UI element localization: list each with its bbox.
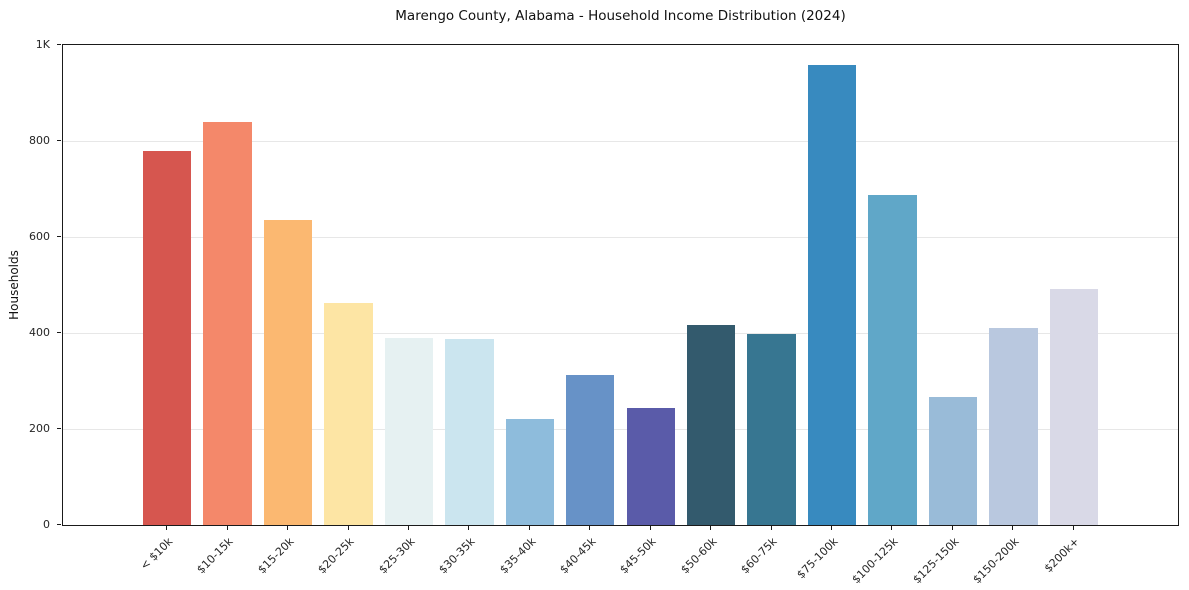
bar-< $10k bbox=[143, 150, 192, 525]
y-tick-mark bbox=[57, 524, 61, 525]
gridline bbox=[63, 237, 1178, 238]
bar-$10-15k bbox=[203, 121, 252, 525]
x-tick-label: < $10k bbox=[137, 535, 176, 573]
x-tick-label: $20-25k bbox=[315, 535, 357, 577]
bar-slot bbox=[439, 45, 499, 525]
y-tick-mark bbox=[57, 332, 61, 333]
bar-slot bbox=[560, 45, 620, 525]
gridline bbox=[63, 333, 1178, 334]
y-tick-label: 0 bbox=[43, 518, 50, 531]
bar-slot bbox=[500, 45, 560, 525]
x-tick-label: $150-200k bbox=[970, 535, 1022, 587]
y-tick-label: 600 bbox=[29, 230, 50, 243]
gridline bbox=[63, 429, 1178, 430]
y-tick-label: 800 bbox=[29, 134, 50, 147]
y-tick-mark bbox=[57, 236, 61, 237]
bar-$15-20k bbox=[263, 220, 313, 525]
bar-slot bbox=[741, 45, 801, 525]
y-tick-mark bbox=[57, 140, 61, 141]
x-tick-mark bbox=[347, 526, 349, 530]
x-tick-mark bbox=[589, 526, 591, 530]
bar-series bbox=[137, 45, 1104, 525]
plot-area bbox=[62, 44, 1179, 526]
bar-slot bbox=[197, 45, 257, 525]
bar-slot bbox=[802, 45, 862, 525]
x-tick-label: $200k+ bbox=[1041, 535, 1082, 576]
bar-slot bbox=[1044, 45, 1104, 525]
x-tick-mark bbox=[287, 526, 289, 530]
x-tick-label: $100-125k bbox=[849, 535, 901, 587]
bar-$40-45k bbox=[566, 375, 615, 525]
bar-$45-50k bbox=[626, 408, 675, 525]
bar-slot bbox=[923, 45, 983, 525]
bar-$20-25k bbox=[324, 303, 373, 525]
x-tick-label: $15-20k bbox=[255, 535, 297, 577]
bar-slot bbox=[862, 45, 922, 525]
bar-$100-125k bbox=[868, 194, 917, 525]
x-tick-mark bbox=[891, 526, 893, 530]
x-tick-mark bbox=[649, 526, 651, 530]
x-tick-mark bbox=[710, 526, 712, 530]
x-tick-mark bbox=[1072, 526, 1074, 530]
x-tick-label: $40-45k bbox=[557, 535, 599, 577]
bar-slot bbox=[379, 45, 439, 525]
bar-$125-150k bbox=[928, 397, 978, 525]
y-tick-label: 200 bbox=[29, 422, 50, 435]
bar-slot bbox=[258, 45, 318, 525]
y-tick-mark bbox=[57, 44, 61, 45]
bar-$200k+ bbox=[1049, 289, 1098, 525]
gridline bbox=[63, 141, 1178, 142]
bar-$25-30k bbox=[384, 337, 434, 525]
x-tick-label: $60-75k bbox=[738, 535, 780, 577]
y-tick-label: 1K bbox=[35, 38, 50, 51]
x-tick-label: $125-150k bbox=[909, 535, 962, 587]
x-tick-label: $30-35k bbox=[436, 535, 478, 577]
x-tick-mark bbox=[528, 526, 530, 530]
y-tick-label: 400 bbox=[29, 326, 50, 339]
x-tick-mark bbox=[468, 526, 470, 530]
bar-$75-100k bbox=[807, 65, 857, 525]
y-axis: 0 200 400 600 800 1K bbox=[0, 39, 62, 531]
bar-slot bbox=[318, 45, 378, 525]
x-tick-label: $45-50k bbox=[617, 535, 659, 577]
x-tick-mark bbox=[226, 526, 228, 530]
bar-$50-60k bbox=[686, 324, 736, 525]
x-axis: < $10k $10-15k $15-20k $20-25k $25-30k $30-35… bbox=[62, 526, 1179, 590]
bar-slot bbox=[681, 45, 741, 525]
x-tick-mark bbox=[951, 526, 953, 530]
x-tick-label: $50-60k bbox=[678, 535, 720, 577]
x-tick-mark bbox=[166, 526, 168, 530]
x-tick-label: $10-15k bbox=[194, 535, 236, 577]
chart-title: Marengo County, Alabama - Household Inco… bbox=[395, 8, 846, 24]
x-tick-mark bbox=[831, 526, 833, 530]
x-tick-mark bbox=[1012, 526, 1014, 530]
x-tick-mark bbox=[407, 526, 409, 530]
bar-$35-40k bbox=[505, 419, 555, 525]
bar-$30-35k bbox=[445, 339, 494, 525]
bar-$60-75k bbox=[747, 334, 796, 525]
bar-slot bbox=[137, 45, 197, 525]
bar-slot bbox=[621, 45, 681, 525]
x-tick-label: $25-30k bbox=[375, 535, 418, 577]
bar-slot bbox=[983, 45, 1043, 525]
x-tick-mark bbox=[770, 526, 772, 530]
x-tick-label: $75-100k bbox=[794, 535, 841, 582]
bar-$150-200k bbox=[989, 328, 1038, 525]
x-tick-label: $35-40k bbox=[496, 535, 539, 577]
y-tick-mark bbox=[57, 428, 61, 429]
